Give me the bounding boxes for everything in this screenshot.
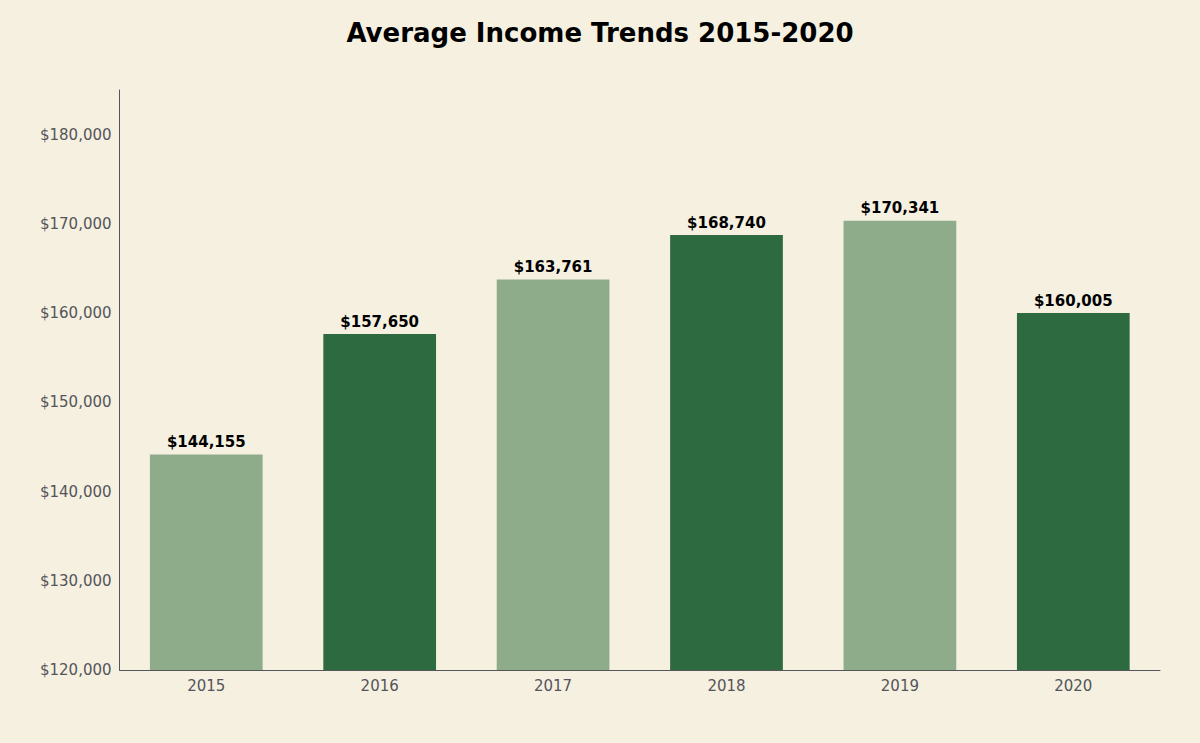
svg-text:$150,000: $150,000 (40, 393, 112, 411)
svg-text:Average Income Trends 2015-202: Average Income Trends 2015-2020 (346, 18, 853, 48)
svg-text:$170,341: $170,341 (861, 199, 940, 217)
svg-text:$140,000: $140,000 (40, 483, 112, 501)
svg-text:$160,005: $160,005 (1034, 292, 1113, 310)
svg-text:$168,740: $168,740 (687, 214, 766, 232)
svg-text:$130,000: $130,000 (40, 572, 112, 590)
svg-text:2015: 2015 (187, 677, 225, 695)
svg-text:$170,000: $170,000 (40, 215, 112, 233)
svg-text:2019: 2019 (881, 677, 919, 695)
svg-text:$163,761: $163,761 (514, 258, 593, 276)
svg-text:$157,650: $157,650 (340, 313, 419, 331)
svg-text:$160,000: $160,000 (40, 304, 112, 322)
svg-text:2018: 2018 (707, 677, 745, 695)
svg-text:2017: 2017 (534, 677, 572, 695)
svg-text:$144,155: $144,155 (167, 433, 246, 451)
svg-text:2020: 2020 (1054, 677, 1092, 695)
svg-text:2016: 2016 (361, 677, 399, 695)
svg-text:$120,000: $120,000 (40, 661, 112, 679)
svg-text:$180,000: $180,000 (40, 126, 112, 144)
